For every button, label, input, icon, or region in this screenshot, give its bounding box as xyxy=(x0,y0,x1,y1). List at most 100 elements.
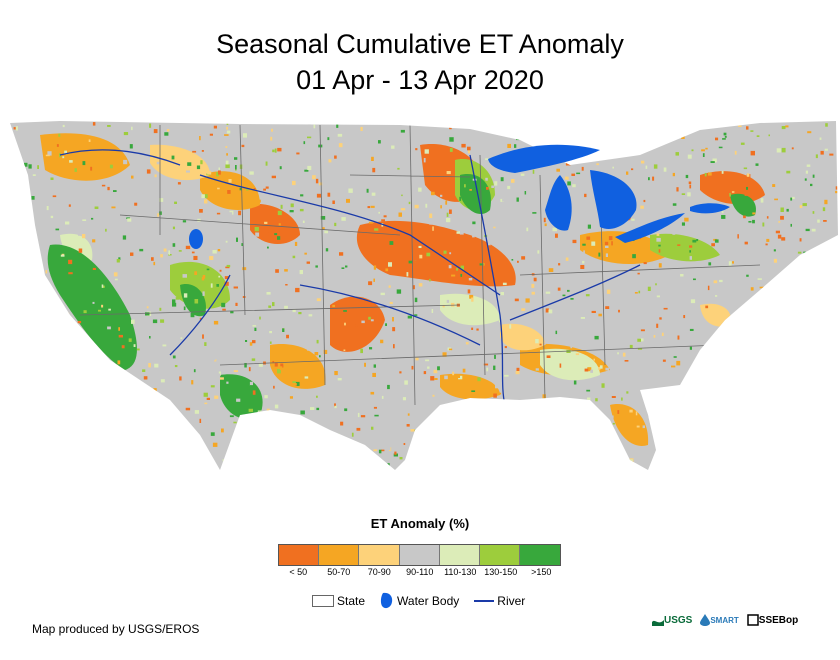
et-anomaly-pixel xyxy=(307,455,312,458)
et-anomaly-pixel xyxy=(360,415,366,418)
et-anomaly-pixel xyxy=(743,215,746,219)
et-anomaly-pixel xyxy=(626,134,631,139)
et-anomaly-pixel xyxy=(300,194,304,197)
et-anomaly-pixel xyxy=(794,158,797,163)
et-anomaly-pixel xyxy=(227,190,231,194)
et-anomaly-pixel xyxy=(332,200,335,204)
et-anomaly-pixel xyxy=(593,288,596,292)
et-anomaly-pixel xyxy=(493,393,497,398)
et-anomaly-pixel xyxy=(611,449,616,453)
et-anomaly-pixel xyxy=(722,138,726,140)
logo-strip: USGS SMART SSEBop xyxy=(652,614,806,626)
et-anomaly-pixel xyxy=(760,409,764,412)
et-anomaly-pixel xyxy=(91,217,94,220)
et-anomaly-pixel xyxy=(272,361,275,363)
et-anomaly-pixel xyxy=(802,203,807,207)
et-anomaly-map xyxy=(10,121,838,470)
et-anomaly-pixel xyxy=(68,259,73,265)
et-anomaly-pixel xyxy=(193,448,196,454)
et-anomaly-pixel xyxy=(638,290,641,294)
et-anomaly-pixel xyxy=(493,226,496,229)
et-anomaly-pixel xyxy=(496,267,499,270)
et-anomaly-pixel xyxy=(677,244,681,246)
et-anomaly-pixel xyxy=(54,310,59,313)
et-anomaly-pixel xyxy=(653,159,658,162)
et-anomaly-pixel xyxy=(36,308,39,310)
et-anomaly-pixel xyxy=(630,143,634,147)
et-anomaly-pixel xyxy=(236,237,238,242)
et-anomaly-pixel xyxy=(396,289,402,294)
et-anomaly-pixel xyxy=(241,144,245,148)
et-anomaly-pixel xyxy=(452,371,455,376)
et-anomaly-pixel xyxy=(537,450,540,453)
et-anomaly-pixel xyxy=(334,222,337,227)
et-anomaly-pixel xyxy=(17,340,22,345)
et-anomaly-pixel xyxy=(743,167,748,170)
et-anomaly-pixel xyxy=(451,274,456,277)
et-anomaly-pixel xyxy=(508,444,512,449)
et-anomaly-pixel xyxy=(228,179,232,183)
et-anomaly-pixel xyxy=(671,365,676,368)
et-anomaly-pixel xyxy=(149,336,151,339)
et-anomaly-pixel xyxy=(25,239,30,242)
et-anomaly-pixel xyxy=(584,368,589,372)
et-anomaly-pixel xyxy=(163,248,167,252)
et-anomaly-pixel xyxy=(707,285,710,291)
et-anomaly-pixel xyxy=(418,187,422,192)
et-anomaly-pixel xyxy=(741,350,744,355)
et-anomaly-pixel xyxy=(737,457,739,460)
et-anomaly-pixel xyxy=(341,217,346,221)
et-anomaly-pixel xyxy=(60,254,65,257)
et-anomaly-pixel xyxy=(18,304,22,308)
et-anomaly-pixel xyxy=(768,134,770,137)
et-anomaly-pixel xyxy=(571,173,575,176)
et-anomaly-pixel xyxy=(456,231,460,234)
et-anomaly-pixel xyxy=(637,338,641,342)
et-anomaly-pixel xyxy=(440,194,443,197)
et-anomaly-pixel xyxy=(427,461,432,464)
et-anomaly-pixel xyxy=(407,413,410,416)
et-anomaly-pixel xyxy=(198,398,202,401)
et-anomaly-pixel xyxy=(672,172,675,177)
et-anomaly-pixel xyxy=(806,164,811,167)
et-anomaly-pixel xyxy=(57,301,59,305)
et-anomaly-pixel xyxy=(833,379,837,384)
et-anomaly-pixel xyxy=(591,123,594,127)
et-anomaly-pixel xyxy=(807,445,811,448)
et-anomaly-pixel xyxy=(811,228,816,232)
et-anomaly-pixel xyxy=(123,132,129,136)
et-anomaly-pixel xyxy=(496,181,501,186)
et-anomaly-pixel xyxy=(782,322,785,327)
et-anomaly-pixel xyxy=(715,137,719,141)
et-anomaly-pixel xyxy=(75,367,79,371)
et-anomaly-pixel xyxy=(11,287,14,291)
et-anomaly-pixel xyxy=(149,416,153,419)
et-anomaly-pixel xyxy=(369,347,373,350)
et-anomaly-pixel xyxy=(833,319,836,323)
et-anomaly-pixel xyxy=(737,326,741,330)
et-anomaly-pixel xyxy=(408,201,411,205)
et-anomaly-pixel xyxy=(555,430,558,433)
et-anomaly-pixel xyxy=(182,274,187,278)
et-anomaly-pixel xyxy=(747,305,752,308)
et-anomaly-pixel xyxy=(520,173,525,176)
et-anomaly-pixel xyxy=(226,264,231,268)
et-anomaly-pixel xyxy=(187,162,192,166)
et-anomaly-pixel xyxy=(415,190,418,194)
et-anomaly-pixel xyxy=(494,201,499,206)
et-anomaly-pixel xyxy=(243,133,247,138)
et-anomaly-pixel xyxy=(778,221,781,223)
et-anomaly-pixel xyxy=(274,404,279,409)
et-anomaly-pixel xyxy=(637,272,640,275)
et-anomaly-pixel xyxy=(444,375,448,380)
et-anomaly-pixel xyxy=(787,309,792,313)
et-anomaly-pixel xyxy=(783,418,785,424)
et-anomaly-pixel xyxy=(164,132,169,136)
et-anomaly-pixel xyxy=(536,299,539,303)
et-anomaly-pixel xyxy=(521,308,526,311)
et-anomaly-pixel xyxy=(823,372,827,375)
et-anomaly-pixel xyxy=(618,309,620,313)
et-anomaly-pixel xyxy=(433,369,438,374)
et-anomaly-pixel xyxy=(414,314,418,316)
et-anomaly-pixel xyxy=(467,146,471,151)
